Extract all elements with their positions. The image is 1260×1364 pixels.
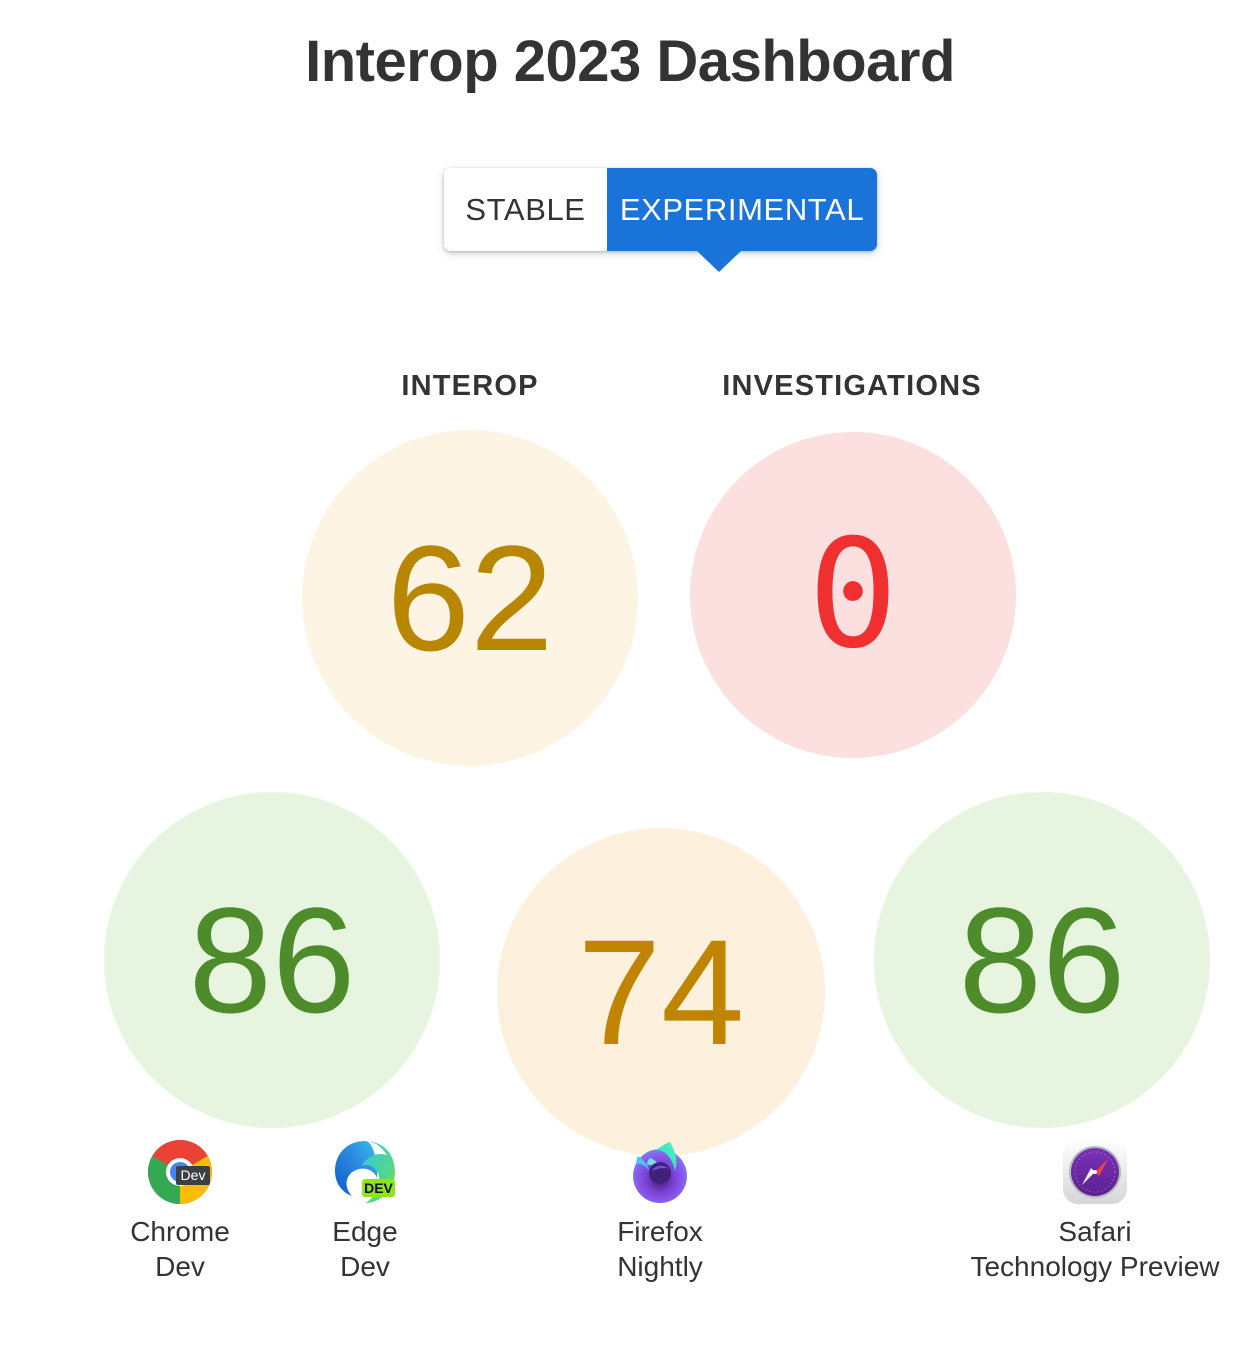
interop-section-header: INTEROP [401,370,539,402]
investigations-score-circle[interactable]: 0 [690,432,1016,758]
interop-score-circle[interactable]: 62 [302,430,638,766]
stable-experimental-toggle: STABLE EXPERIMENTAL [444,168,877,272]
firefox-score-circle[interactable]: 74 [497,828,825,1156]
browser-column-safari-technology-preview[interactable]: Safari Technology Preview [910,1138,1260,1284]
browser-label-edge-dev: Edge Dev [332,1216,398,1282]
browser-label-firefox-nightly: Firefox Nightly [617,1216,703,1282]
investigations-section-header: INVESTIGATIONS [722,370,982,402]
browser-label-chrome-dev: Chrome Dev [130,1216,230,1282]
tab-stable[interactable]: STABLE [444,168,607,251]
firefox-nightly-icon [626,1138,694,1206]
svg-text:DEV: DEV [364,1180,393,1196]
browser-column-edge-dev[interactable]: DEV Edge Dev [275,1138,455,1284]
browser-column-chrome-dev[interactable]: Dev Chrome Dev [90,1138,270,1284]
svg-text:Dev: Dev [181,1167,206,1183]
safari-technology-preview-icon [1061,1138,1129,1206]
page-title: Interop 2023 Dashboard [305,29,955,94]
tab-experimental[interactable]: EXPERIMENTAL [607,168,877,251]
chrome-edge-score-circle[interactable]: 86 [104,792,440,1128]
selected-tab-pointer-icon [697,251,741,272]
edge-dev-icon: DEV [331,1138,399,1206]
toggle-group: STABLE EXPERIMENTAL [444,168,877,251]
browser-column-firefox-nightly[interactable]: Firefox Nightly [570,1138,750,1284]
safari-score-circle[interactable]: 86 [874,792,1210,1128]
browser-label-safari-technology-preview: Safari Technology Preview [970,1216,1220,1282]
chrome-dev-icon: Dev [146,1138,214,1206]
